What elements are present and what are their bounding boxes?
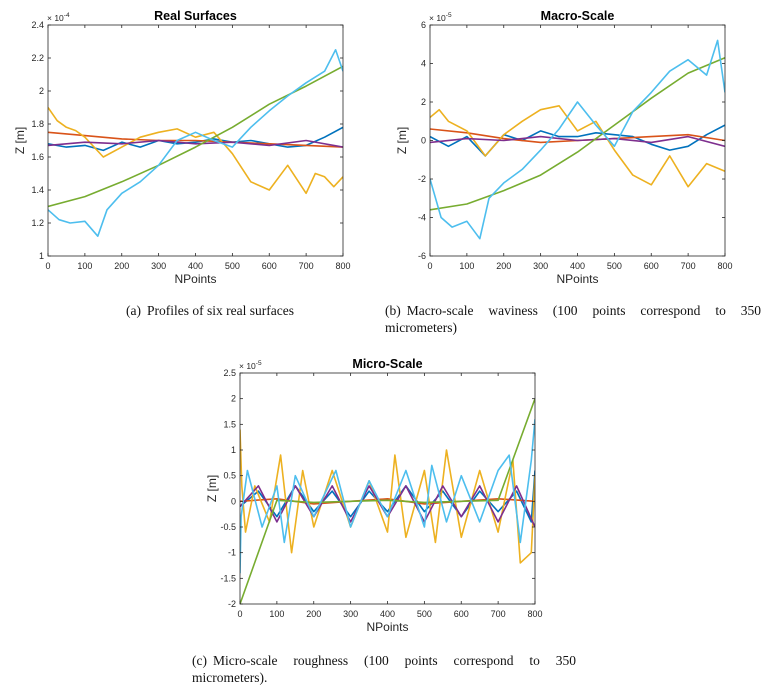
series-group-a: [48, 48, 343, 237]
y-tick-label: 1.2: [31, 218, 44, 228]
series-line-green: [430, 56, 725, 211]
series-line-green: [240, 398, 535, 604]
x-tick-label: 600: [644, 261, 659, 271]
y-tick-label: -4: [418, 213, 426, 223]
y-exponent-label: × 10-5: [429, 12, 452, 23]
x-tick-label: 500: [225, 261, 240, 271]
y-tick-label: 2: [231, 394, 236, 404]
y-tick-label: 1: [231, 445, 236, 455]
figure-canvas: 0 100 200 300 400 500 600 700 80011.21.41.61.822…: [13, 9, 733, 634]
y-exponent-label: × 10-5: [239, 360, 262, 371]
y-tick-label: -0.5: [220, 522, 236, 532]
chart-title: Macro-Scale: [541, 9, 615, 23]
series-line-blue: [430, 124, 725, 157]
y-tick-label: 0: [231, 496, 236, 506]
x-tick-label: 400: [570, 261, 585, 271]
series-line-yellow: [430, 105, 725, 188]
y-tick-label: -1: [228, 548, 236, 558]
caption-a: (a) Profiles of six real surfaces: [126, 303, 294, 318]
series-group-b: [430, 39, 725, 240]
x-tick-label: 0: [45, 261, 50, 271]
x-tick-label: 600: [454, 609, 469, 619]
x-tick-label: 0: [237, 609, 242, 619]
x-tick-label: 700: [491, 609, 506, 619]
y-tick-label: -2: [228, 599, 236, 609]
series-line-cyan: [48, 48, 343, 237]
x-tick-label: 800: [527, 609, 542, 619]
y-axis-label: Z [m]: [205, 475, 219, 502]
y-tick-label: 1.4: [31, 185, 44, 195]
series-line-purple: [48, 139, 343, 148]
x-tick-label: 400: [380, 609, 395, 619]
y-tick-label: 2.2: [31, 53, 44, 63]
y-tick-label: 2: [39, 86, 44, 96]
y-axis-label: Z [m]: [395, 127, 409, 154]
x-tick-label: 700: [299, 261, 314, 271]
y-tick-label: 0: [421, 136, 426, 146]
chart-b: 0 100 200 300 400 500 600 700 800 -6 -4 -2 0 2 4 6× 10-…: [395, 9, 733, 286]
series-line-blue: [48, 126, 343, 152]
y-tick-label: 2.4: [31, 20, 44, 30]
caption-c: (c) Micro-scale roughness (100 points cor…: [192, 653, 576, 685]
caption-b: (b) Macro-scale waviness (100 points corr…: [385, 303, 761, 335]
y-tick-label: 2.5: [223, 368, 236, 378]
x-tick-label: 100: [269, 609, 284, 619]
x-tick-label: 600: [262, 261, 277, 271]
chart-a: 0 100 200 300 400 500 600 700 800 1 1.2 1.4 1.6 1.8 2 2…: [13, 9, 351, 286]
series-line-purple: [430, 135, 725, 148]
y-tick-label: 1.6: [31, 152, 44, 162]
x-tick-label: 200: [114, 261, 129, 271]
y-axis-label: Z [m]: [13, 127, 27, 154]
x-tick-label: 300: [151, 261, 166, 271]
series-line-cyan: [430, 39, 725, 240]
x-tick-label: 800: [335, 261, 350, 271]
y-exponent-label: × 10-4: [47, 12, 70, 23]
x-axis-label: NPoints: [556, 272, 598, 286]
y-tick-label: 2: [421, 97, 426, 107]
series-line-yellow: [48, 107, 343, 195]
x-tick-label: 200: [496, 261, 511, 271]
y-tick-label: -1.5: [220, 573, 236, 583]
x-tick-label: 200: [306, 609, 321, 619]
x-tick-label: 300: [343, 609, 358, 619]
y-tick-label: 1: [39, 251, 44, 261]
series-line-orange: [48, 131, 343, 148]
series-group-c: [240, 398, 535, 604]
x-axis-label: NPoints: [174, 272, 216, 286]
y-tick-label: 0.5: [223, 471, 236, 481]
x-tick-label: 500: [607, 261, 622, 271]
x-tick-label: 800: [717, 261, 732, 271]
y-tick-label: -6: [418, 251, 426, 261]
x-tick-label: 400: [188, 261, 203, 271]
x-axis-label: NPoints: [366, 620, 408, 634]
x-tick-label: 100: [459, 261, 474, 271]
y-tick-label: 1.5: [223, 419, 236, 429]
y-tick-label: 6: [421, 20, 426, 30]
x-tick-label: 500: [417, 609, 432, 619]
y-tick-label: -2: [418, 174, 426, 184]
series-line-cyan: [240, 419, 535, 574]
chart-title: Micro-Scale: [352, 357, 422, 371]
y-tick-label: 4: [421, 59, 426, 69]
x-tick-label: 0: [427, 261, 432, 271]
chart-c: 0 100 200 300 400 500 600 700 800 -2 -1.5 -1 -0.5 0 0.…: [205, 357, 543, 634]
chart-title: Real Surfaces: [154, 9, 237, 23]
x-tick-label: 300: [533, 261, 548, 271]
x-tick-label: 100: [77, 261, 92, 271]
y-tick-label: 1.8: [31, 119, 44, 129]
x-tick-label: 700: [681, 261, 696, 271]
